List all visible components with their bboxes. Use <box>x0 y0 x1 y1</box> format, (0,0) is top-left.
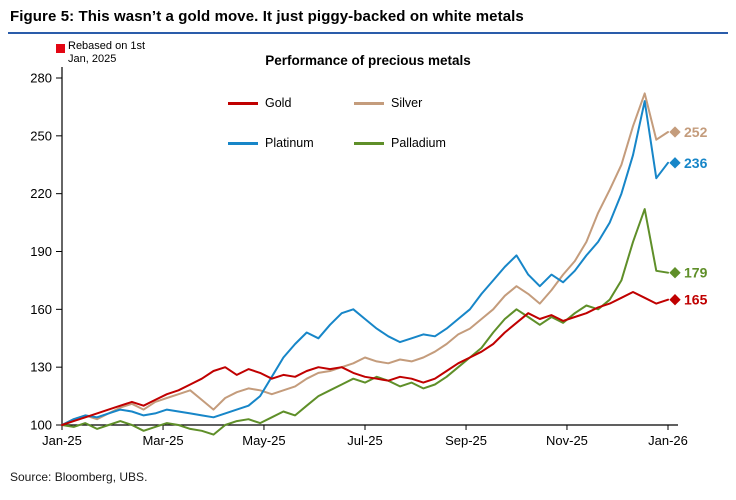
end-label-gold: 165 <box>684 292 708 308</box>
x-tick-label: May-25 <box>242 433 285 448</box>
y-tick-label: 130 <box>30 360 52 375</box>
x-tick-label: Nov-25 <box>546 433 588 448</box>
end-label-platinum: 236 <box>684 155 708 171</box>
series-line-gold <box>61 291 669 426</box>
platinum-line-swatch <box>228 141 258 145</box>
x-tick-label: Jul-25 <box>347 433 382 448</box>
x-tick-label: Jan-26 <box>648 433 688 448</box>
x-tick-label: Mar-25 <box>142 433 183 448</box>
legend-label-platinum: Platinum <box>265 136 314 150</box>
y-tick-label: 220 <box>30 186 52 201</box>
legend: Gold Silver Platinum Palladium <box>228 96 446 150</box>
series-line-platinum <box>61 100 669 426</box>
end-label-palladium: 179 <box>684 265 708 281</box>
silver-line-swatch <box>354 101 384 105</box>
chart-title: Performance of precious metals <box>265 53 471 68</box>
accent-rule <box>8 32 728 34</box>
red-bullet <box>56 44 65 53</box>
y-tick-label: 250 <box>30 128 52 143</box>
figure-title: Figure 5: This wasn’t a gold move. It ju… <box>10 8 524 25</box>
end-marker-silver <box>669 126 681 138</box>
palladium-line-swatch <box>354 141 384 145</box>
end-marker-gold <box>669 294 681 306</box>
legend-item-palladium: Palladium <box>354 136 446 150</box>
plot-canvas: 100 130 160 190 220 250 280 Jan-25 Mar-25 May-25 J… <box>30 67 708 448</box>
legend-label-silver: Silver <box>391 96 423 110</box>
end-label-silver: 252 <box>684 124 708 140</box>
legend-item-gold: Gold <box>228 96 354 110</box>
x-tick-label: Sep-25 <box>445 433 487 448</box>
rebased-note: Rebased on 1st Jan, 2025 <box>68 40 146 65</box>
legend-label-palladium: Palladium <box>391 136 446 150</box>
y-tick-label: 280 <box>30 71 52 86</box>
legend-label-gold: Gold <box>265 96 292 110</box>
series-line-silver <box>61 92 669 426</box>
legend-item-platinum: Platinum <box>228 136 354 150</box>
end-marker-palladium <box>669 267 681 279</box>
y-tick-label: 190 <box>30 244 52 259</box>
y-tick-label: 100 <box>30 418 52 433</box>
source-note: Source: Bloomberg, UBS. <box>10 470 148 484</box>
legend-item-silver: Silver <box>354 96 446 110</box>
x-tick-label: Jan-25 <box>42 433 82 448</box>
chart: 100 130 160 190 220 250 280 Jan-25 Mar-25 May-25 J… <box>0 40 736 465</box>
y-tick-label: 160 <box>30 302 52 317</box>
end-marker-platinum <box>669 157 681 169</box>
gold-line-swatch <box>228 101 258 105</box>
